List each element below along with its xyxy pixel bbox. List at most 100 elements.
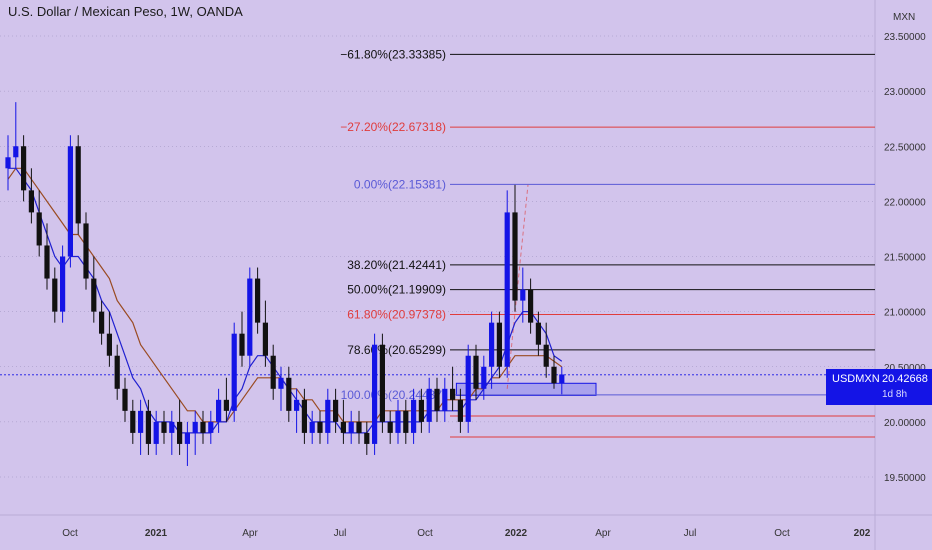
- last-price-symbol: USDMXN: [832, 373, 880, 385]
- candle-body: [91, 278, 97, 312]
- candle-body: [5, 157, 11, 169]
- candle-body: [340, 421, 346, 433]
- last-price-tag: USDMXN 20.42668 1d 8h: [826, 369, 932, 405]
- candle-body: [21, 146, 27, 191]
- x-tick-label: 2021: [145, 528, 168, 539]
- candle-body: [504, 212, 510, 367]
- candle-body: [442, 388, 448, 411]
- candle-body: [52, 278, 58, 312]
- y-tick-label: 21.00000: [884, 308, 926, 319]
- candle-body: [301, 399, 307, 433]
- candle-body: [294, 399, 300, 411]
- candle-body: [270, 355, 276, 389]
- candle-body: [114, 355, 120, 389]
- y-tick-label: 23.50000: [884, 32, 926, 43]
- candle-body: [255, 278, 261, 323]
- fib-trend-line: [506, 184, 529, 389]
- candle-body: [496, 322, 502, 367]
- candle-body: [208, 421, 214, 433]
- candle-body: [161, 421, 167, 433]
- candle-body: [130, 410, 136, 433]
- candle-body: [247, 278, 253, 356]
- y-axis-unit: MXN: [893, 12, 916, 23]
- candle-body: [177, 421, 183, 444]
- fib-level-label: −61.80%(23.33385): [340, 47, 446, 61]
- y-tick-label: 19.50000: [884, 473, 926, 484]
- candle-body: [325, 399, 331, 433]
- candle-body: [28, 190, 34, 213]
- candle-body: [67, 146, 73, 257]
- candle-body: [138, 410, 144, 433]
- y-tick-label: 20.00000: [884, 418, 926, 429]
- candle-body: [489, 322, 495, 367]
- fib-level-label: −27.20%(22.67318): [340, 120, 446, 134]
- x-tick-label: Apr: [595, 528, 611, 539]
- y-tick-label: 21.50000: [884, 253, 926, 264]
- candle-body: [83, 223, 89, 279]
- x-tick-label: 202: [854, 528, 871, 539]
- candle-body: [75, 146, 81, 224]
- fib-level-label: 0.00%(22.15381): [354, 177, 446, 191]
- candle-body: [543, 344, 549, 367]
- candle-body: [528, 289, 534, 323]
- candle-body: [192, 421, 198, 433]
- candle-body: [333, 399, 339, 422]
- candle-body: [106, 333, 112, 356]
- candle-body: [223, 399, 229, 411]
- candle-body: [262, 322, 268, 356]
- candle-body: [169, 421, 175, 433]
- candle-body: [395, 410, 401, 433]
- candle-body: [434, 388, 440, 411]
- candle-body: [122, 388, 128, 411]
- candle-body: [145, 410, 151, 444]
- candle-body: [356, 421, 362, 433]
- candle-body: [512, 212, 518, 301]
- candle-body: [411, 399, 417, 433]
- candle-body: [520, 289, 526, 301]
- candle-body: [387, 421, 393, 433]
- candle-body: [184, 432, 190, 444]
- candle-body: [481, 366, 487, 389]
- x-tick-label: Jul: [684, 528, 697, 539]
- candle-body: [559, 374, 565, 384]
- candle-body: [317, 421, 323, 433]
- last-price-countdown: 1d 8h: [882, 389, 908, 400]
- candle-body: [278, 377, 284, 389]
- candle-body: [379, 344, 385, 422]
- fib-level-label: 100.00%(20.24437): [341, 388, 446, 402]
- candle-body: [418, 399, 424, 422]
- candle-body: [309, 421, 315, 433]
- x-tick-label: Jul: [334, 528, 347, 539]
- candle-body: [450, 388, 456, 400]
- candle-body: [535, 322, 541, 345]
- x-tick-label: 2022: [505, 528, 528, 539]
- candle-body: [465, 355, 471, 422]
- x-tick-label: Apr: [242, 528, 258, 539]
- candle-body: [457, 399, 463, 422]
- candle-body: [286, 377, 292, 411]
- candle-body: [372, 344, 378, 444]
- candle-body: [231, 333, 237, 411]
- chart-title: U.S. Dollar / Mexican Peso, 1W, OANDA: [8, 4, 243, 19]
- candle-body: [99, 311, 105, 334]
- x-tick-label: Oct: [417, 528, 433, 539]
- y-tick-label: 23.00000: [884, 87, 926, 98]
- candle-body: [364, 432, 370, 444]
- x-tick-label: Oct: [62, 528, 78, 539]
- candle-body: [403, 410, 409, 433]
- candle-body: [473, 355, 479, 389]
- candle-body: [200, 421, 206, 433]
- fib-level-label: 61.80%(20.97378): [347, 308, 446, 322]
- y-tick-label: 22.50000: [884, 142, 926, 153]
- fib-level-label: 50.00%(21.19909): [347, 283, 446, 297]
- candle-body: [60, 256, 66, 312]
- fib-level-label: 38.20%(21.42441): [347, 258, 446, 272]
- candle-body: [239, 333, 245, 356]
- last-price-value: 20.42668: [882, 373, 928, 385]
- y-tick-label: 22.00000: [884, 197, 926, 208]
- candle-body: [153, 421, 159, 444]
- y-tick-label: 20.50000: [884, 363, 926, 374]
- candle-body: [426, 388, 432, 422]
